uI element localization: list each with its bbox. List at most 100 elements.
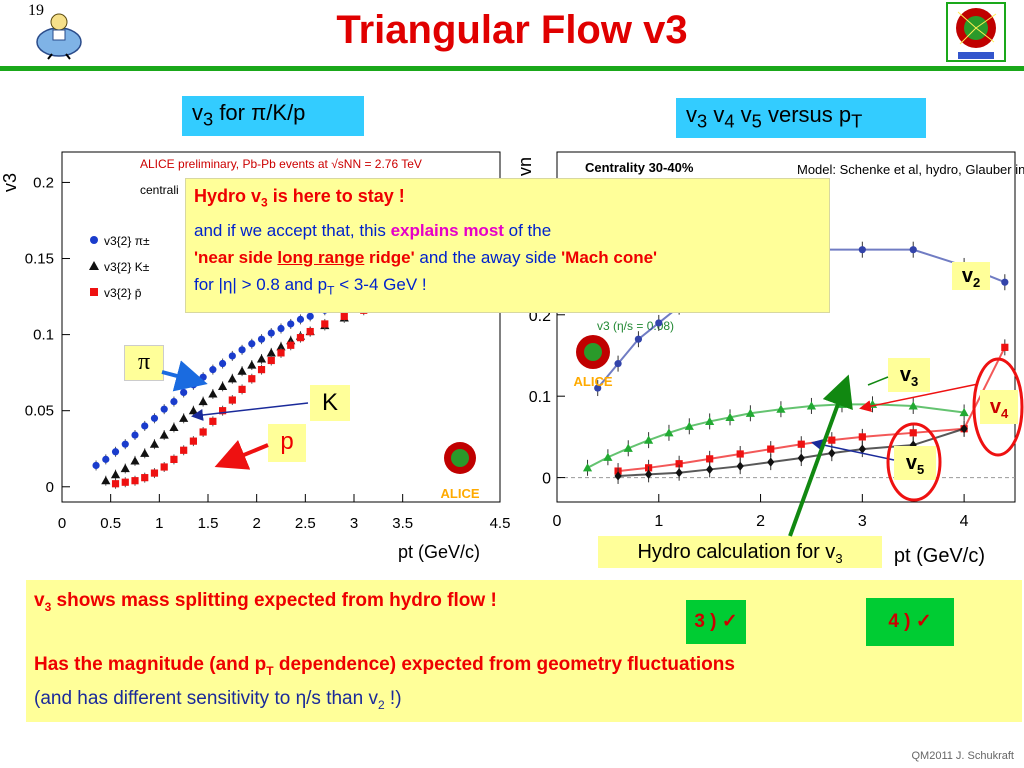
data-point: [306, 312, 314, 320]
data-point: [228, 352, 236, 360]
data-point: [306, 327, 314, 336]
alice-logo-icon: ALICE: [574, 335, 613, 389]
data-point: [238, 346, 246, 354]
footer-credit: QM2011 J. Schukraft: [911, 750, 1014, 762]
data-point: [131, 431, 139, 439]
label-v3: v3: [888, 358, 930, 392]
legend-entry: v3 (η/s = 0.08): [597, 319, 674, 333]
alice-logo-text: ALICE: [574, 374, 613, 389]
x-tick-label: 1: [155, 515, 163, 532]
data-point: [219, 407, 227, 415]
data-point: [1001, 278, 1009, 286]
check-3-badge: 3 ) ✓: [686, 600, 746, 644]
data-point: [110, 470, 121, 479]
label-proton: p: [268, 424, 306, 462]
data-point: [287, 341, 295, 349]
data-point: [321, 320, 329, 328]
data-point: [101, 476, 111, 485]
hydro-note-line1: Hydro v3 is here to stay !: [194, 186, 405, 210]
data-point: [582, 463, 593, 472]
summary-box: v3 shows mass splitting expected from hy…: [26, 580, 1022, 722]
y-tick-label: 0.1: [529, 389, 551, 406]
left-plot-header: v3 for π/K/p: [182, 96, 364, 136]
data-point: [209, 366, 217, 374]
label-v4: v4: [980, 390, 1018, 424]
label-pion: π: [124, 345, 164, 381]
data-point: [614, 471, 622, 481]
data-point: [655, 319, 663, 327]
y-tick-label: 0: [46, 479, 54, 496]
y-axis-label: vn: [515, 157, 535, 176]
data-point: [228, 396, 236, 404]
data-point: [634, 335, 643, 343]
data-point: [248, 340, 256, 348]
data-point: [237, 366, 247, 375]
x-tick-label: 0: [553, 513, 562, 530]
data-point: [170, 455, 178, 463]
data-point: [705, 416, 715, 426]
data-point: [267, 329, 275, 337]
data-point: [189, 437, 197, 445]
data-point: [209, 417, 217, 425]
data-point: [189, 381, 197, 389]
data-point: [287, 320, 295, 328]
chart-title: Centrality 30-40%: [585, 160, 694, 175]
data-point: [141, 474, 149, 482]
data-point: [767, 445, 775, 453]
data-point: [623, 443, 633, 452]
summary-line3: (and has different sensitivity to η/s th…: [34, 688, 402, 712]
data-point: [150, 414, 159, 422]
data-point: [603, 452, 613, 461]
data-point: [208, 389, 218, 398]
data-point: [218, 381, 228, 390]
chart-title: ALICE preliminary, Pb-Pb events at √sNN …: [140, 157, 422, 171]
data-point: [858, 433, 866, 441]
y-tick-label: 0.2: [33, 174, 54, 191]
data-point: [277, 324, 285, 333]
data-point: [644, 435, 654, 444]
data-point: [111, 480, 120, 488]
hydro-note-box: Hydro v3 is here to stay ! and if we acc…: [185, 178, 830, 313]
alice-mascot-icon: [36, 13, 82, 60]
data-point: [149, 439, 160, 448]
y-tick-label: 0.15: [25, 251, 54, 268]
data-point: [130, 456, 140, 465]
y-tick-label: 0.1: [33, 327, 54, 344]
y-axis-label: v3: [0, 173, 20, 192]
data-point: [960, 424, 968, 434]
x-tick-label: 2: [252, 515, 260, 532]
data-point: [1001, 343, 1009, 351]
data-point: [776, 404, 786, 413]
data-point: [256, 354, 267, 363]
data-point: [238, 385, 246, 393]
x-tick-label: 1.5: [198, 515, 219, 532]
data-point: [150, 469, 159, 477]
data-point: [959, 407, 969, 417]
right-plot-header: v3 v4 v5 versus pT: [676, 98, 926, 138]
x-tick-label: 3: [858, 513, 867, 530]
x-tick-label: 3: [350, 515, 358, 532]
data-point: [248, 375, 256, 383]
data-point: [257, 335, 266, 343]
hydro-note-line4: for |η| > 0.8 and pT < 3-4 GeV !: [194, 274, 427, 297]
data-point: [199, 373, 207, 381]
hydro-note-line3: 'near side long range ridge' and the awa…: [194, 247, 658, 267]
legend-label: v3{2} π±: [104, 234, 150, 248]
y-tick-label: 0: [542, 471, 551, 488]
y-tick-label: 0.05: [25, 403, 54, 420]
x-tick-label: 4.5: [490, 515, 511, 532]
data-point: [909, 429, 917, 437]
legend-marker: [90, 288, 98, 296]
data-point: [141, 422, 149, 430]
data-point: [179, 413, 189, 422]
summary-line1: v3 shows mass splitting expected from hy…: [34, 590, 497, 614]
data-point: [180, 446, 188, 454]
legend-label: v3{2} K±: [104, 260, 150, 274]
slide-title: Triangular Flow v3: [336, 8, 688, 52]
data-point: [736, 450, 744, 458]
data-point: [594, 384, 602, 392]
title-rule: [0, 66, 1024, 71]
x-tick-label: 2: [756, 513, 765, 530]
data-point: [296, 334, 305, 342]
data-point: [296, 315, 305, 323]
